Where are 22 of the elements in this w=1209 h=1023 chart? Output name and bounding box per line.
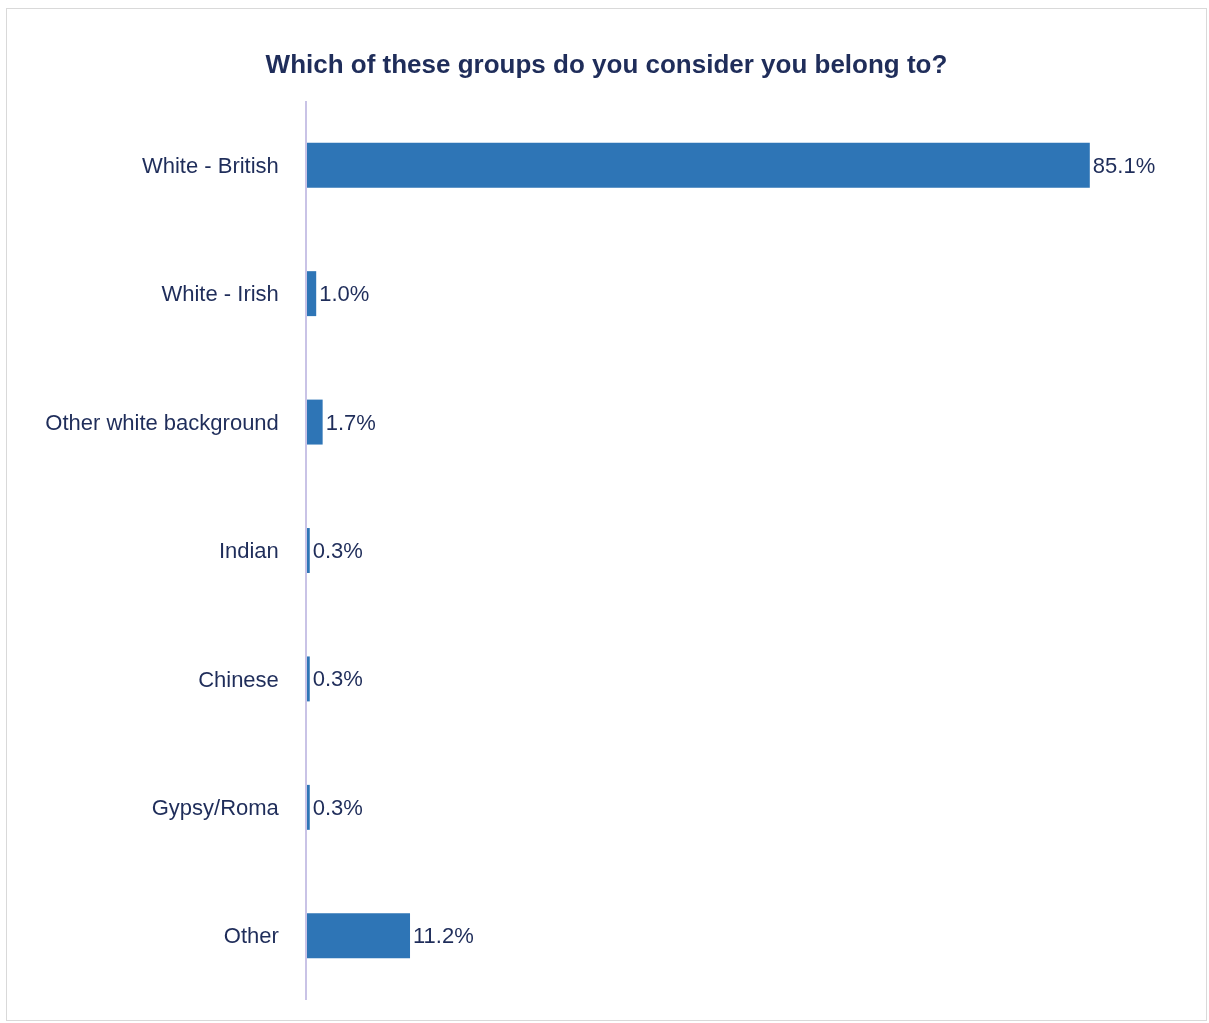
data-label: 85.1% [1092, 152, 1156, 178]
chart-title: Which of these groups do you consider you belong to? [265, 48, 948, 79]
data-label: 11.2% [413, 923, 474, 949]
y-tick-label: White - British [141, 152, 279, 178]
bar [307, 656, 310, 702]
y-tick-label: Other [223, 923, 279, 949]
y-tick-label: Gypsy/Roma [151, 795, 280, 821]
data-label: 1.0% [319, 281, 370, 307]
data-label: 0.3% [312, 794, 363, 820]
y-tick-label: Indian [218, 538, 279, 564]
bar [307, 271, 317, 317]
bar [307, 913, 411, 959]
data-label: 1.7% [325, 409, 376, 435]
bar [307, 528, 310, 573]
bar [307, 784, 310, 830]
data-label: 0.3% [312, 666, 363, 692]
y-tick-label: White - Irish [161, 281, 279, 307]
data-label: 0.3% [312, 538, 363, 564]
y-tick-label: Other white background [45, 409, 279, 435]
bar [307, 399, 323, 445]
bar [307, 142, 1090, 188]
y-tick-label: Chinese [198, 666, 279, 692]
